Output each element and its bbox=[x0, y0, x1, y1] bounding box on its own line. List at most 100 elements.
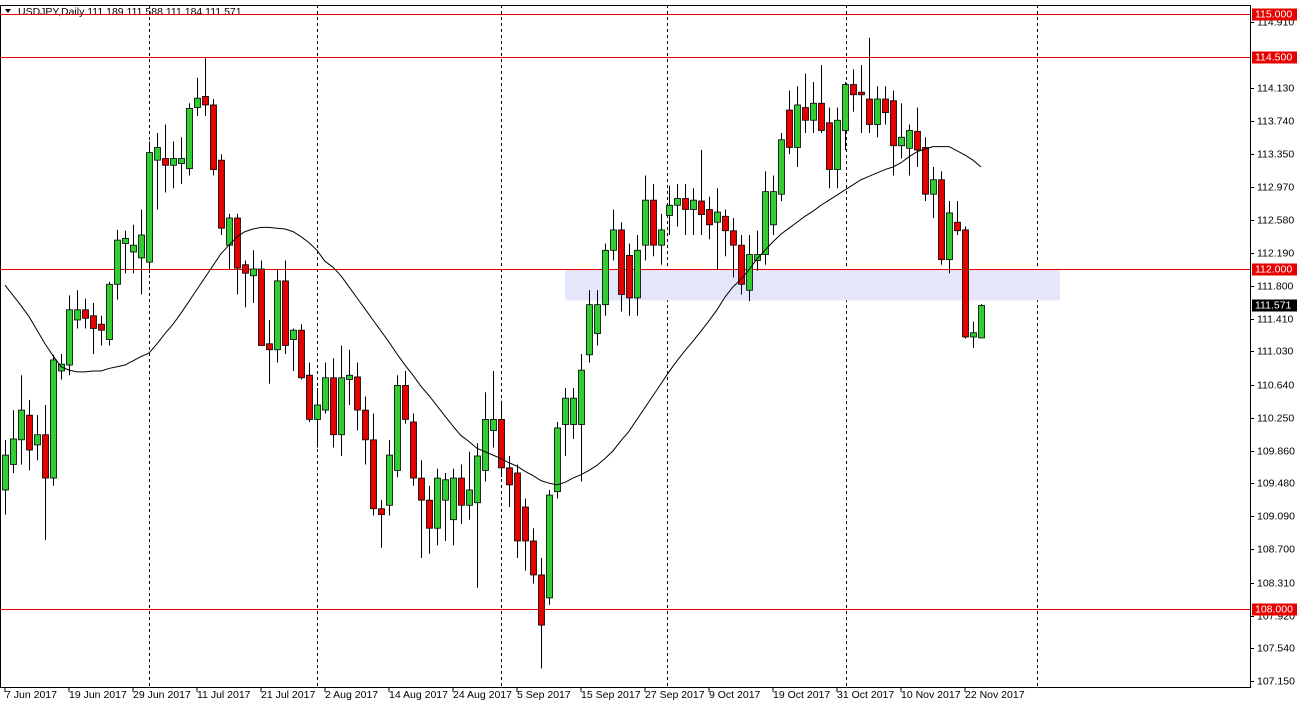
candle-body bbox=[570, 397, 577, 425]
candle-body bbox=[402, 385, 409, 420]
title-arrow bbox=[5, 9, 11, 13]
candle-body bbox=[698, 200, 705, 215]
candle-body bbox=[842, 84, 849, 131]
candle-body bbox=[906, 130, 913, 149]
candle-body bbox=[970, 332, 977, 338]
candle-body bbox=[866, 98, 873, 125]
candle-body bbox=[466, 489, 473, 506]
candle-body bbox=[514, 472, 521, 542]
candle-body bbox=[426, 499, 433, 529]
candle-body bbox=[306, 374, 313, 420]
y-tick-label: 107.150 bbox=[1257, 675, 1295, 687]
candle-body bbox=[546, 494, 553, 599]
candle-body bbox=[274, 280, 281, 351]
candle-body bbox=[162, 158, 169, 166]
candle-body bbox=[378, 508, 385, 516]
candle-body bbox=[530, 540, 537, 576]
candle-body bbox=[674, 198, 681, 206]
candle-body bbox=[762, 191, 769, 255]
x-tick-label: 19 Jun 2017 bbox=[69, 689, 127, 701]
y-tick-label: 107.540 bbox=[1257, 642, 1295, 654]
candle-body bbox=[90, 315, 97, 329]
candle-body bbox=[290, 329, 297, 340]
candle-body bbox=[826, 122, 833, 170]
candle-body bbox=[618, 229, 625, 295]
candle-body bbox=[738, 244, 745, 285]
plot-frame bbox=[0, 5, 1251, 688]
candle-body bbox=[370, 439, 377, 510]
x-tick-label: 22 Nov 2017 bbox=[965, 689, 1025, 701]
y-tick-label: 111.800 bbox=[1257, 280, 1294, 292]
level-label: 114.500 bbox=[1255, 51, 1292, 63]
candle-body bbox=[74, 309, 81, 321]
x-tick-label: 7 Jun 2017 bbox=[5, 689, 57, 701]
x-tick-label: 10 Nov 2017 bbox=[901, 689, 961, 701]
candle-body bbox=[786, 109, 793, 148]
y-tick-label: 111.410 bbox=[1257, 313, 1294, 325]
candle-body bbox=[66, 309, 73, 366]
candle-body bbox=[122, 237, 129, 244]
x-tick-label: 14 Aug 2017 bbox=[389, 689, 448, 701]
y-tick-label: 109.860 bbox=[1257, 445, 1295, 457]
candle-body bbox=[914, 130, 921, 151]
level-label: 115.000 bbox=[1255, 8, 1292, 20]
candle-body bbox=[218, 159, 225, 229]
candle-body bbox=[594, 304, 601, 334]
candle-body bbox=[922, 147, 929, 195]
candle-body bbox=[18, 409, 25, 441]
candle-body bbox=[754, 254, 761, 261]
y-tick-label: 113.350 bbox=[1257, 148, 1294, 160]
candle-body bbox=[210, 104, 217, 170]
y-tick-label: 111.030 bbox=[1257, 345, 1294, 357]
moving-average bbox=[4, 146, 982, 486]
candle-body bbox=[610, 229, 617, 251]
level-label-box bbox=[1252, 51, 1297, 64]
candle-body bbox=[442, 479, 449, 501]
candle-body bbox=[658, 229, 665, 246]
candle-body bbox=[106, 283, 113, 340]
candle-body bbox=[82, 309, 89, 319]
x-tick-label: 27 Sep 2017 bbox=[645, 689, 705, 701]
level-label-box bbox=[1252, 603, 1297, 616]
candle-body bbox=[250, 268, 257, 277]
candle-body bbox=[802, 107, 809, 121]
candle-body bbox=[234, 217, 241, 269]
candle-body bbox=[490, 419, 497, 431]
candle-body bbox=[978, 305, 985, 339]
y-tick-label: 113.740 bbox=[1257, 115, 1294, 127]
price-label: 111.571 bbox=[1255, 299, 1292, 311]
candle-body bbox=[226, 217, 233, 246]
level-label: 112.000 bbox=[1255, 263, 1292, 275]
candle-body bbox=[778, 139, 785, 195]
candle-body bbox=[890, 100, 897, 147]
candle-body bbox=[178, 158, 185, 164]
candle-body bbox=[50, 359, 57, 479]
candle-body bbox=[26, 414, 33, 451]
candle-body bbox=[626, 254, 633, 299]
candle-body bbox=[314, 404, 321, 420]
candle-body bbox=[818, 102, 825, 131]
x-tick-label: 31 Oct 2017 bbox=[837, 689, 894, 701]
candle-body bbox=[898, 136, 905, 147]
candle-body bbox=[458, 477, 465, 506]
price-label-box bbox=[1252, 299, 1297, 312]
candle-body bbox=[194, 97, 201, 108]
candle-body bbox=[714, 211, 721, 223]
candle-body bbox=[322, 377, 329, 411]
y-tick-label: 112.580 bbox=[1257, 214, 1294, 226]
candle-body bbox=[298, 329, 305, 379]
candle-body bbox=[34, 434, 41, 446]
candle-body bbox=[946, 212, 953, 261]
y-tick-label: 109.480 bbox=[1257, 477, 1295, 489]
candle-body bbox=[586, 304, 593, 356]
candle-body bbox=[10, 438, 17, 465]
y-tick-label: 108.700 bbox=[1257, 543, 1295, 555]
candle-body bbox=[722, 215, 729, 232]
y-tick-label: 110.640 bbox=[1257, 379, 1294, 391]
candle-body bbox=[258, 268, 265, 346]
candle-body bbox=[242, 264, 249, 274]
candle-body bbox=[650, 199, 657, 246]
candle-body bbox=[114, 239, 121, 285]
candle-body bbox=[666, 204, 673, 216]
candle-body bbox=[810, 102, 817, 121]
